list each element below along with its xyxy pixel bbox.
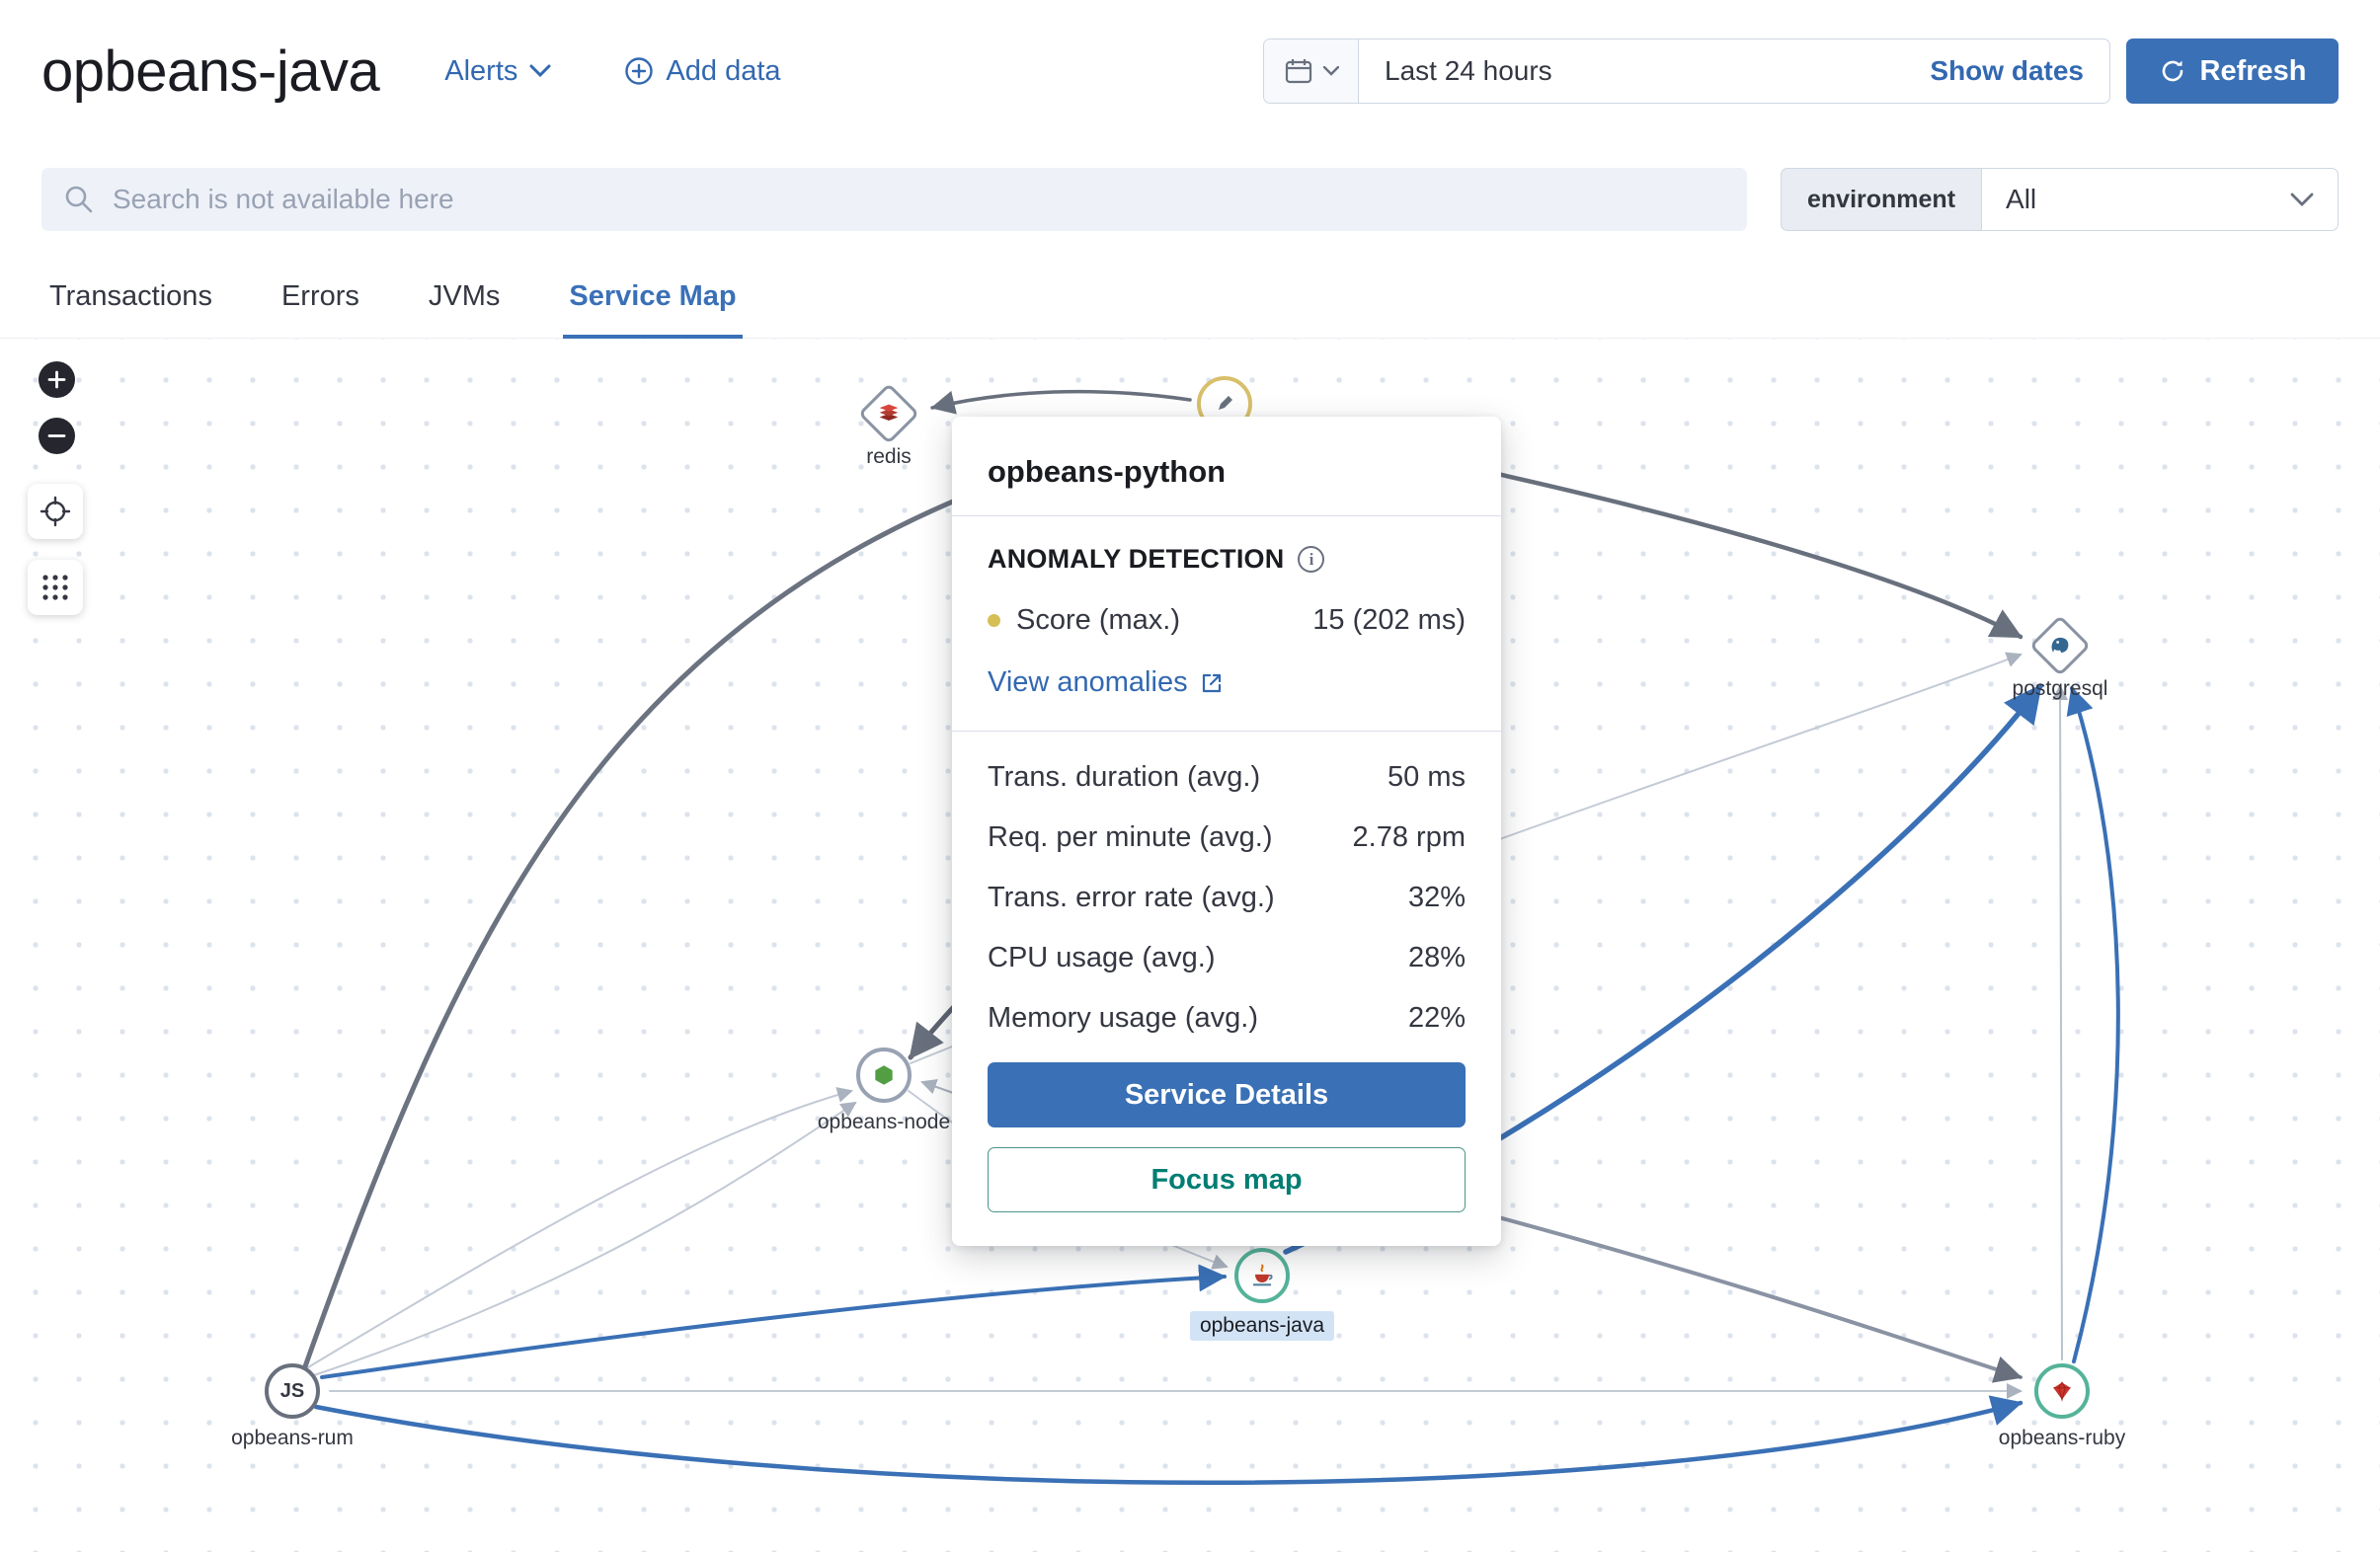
stat-row: Trans. duration (avg.) 50 ms <box>988 761 1466 794</box>
environment-filter: environment All <box>1781 168 2339 231</box>
redis-icon <box>879 404 899 421</box>
time-controls: Last 24 hours Show dates Refresh <box>1263 39 2339 104</box>
layout-reset-button[interactable] <box>28 560 83 615</box>
postgresql-icon <box>2051 637 2069 653</box>
environment-filter-label: environment <box>1781 168 1982 231</box>
view-anomalies-label: View anomalies <box>988 666 1188 698</box>
top-bar: opbeans-java Alerts Add data Last 24 hou… <box>0 0 2380 107</box>
stat-row: Req. per minute (avg.) 2.78 rpm <box>988 821 1466 854</box>
focus-map-button[interactable]: Focus map <box>988 1147 1466 1212</box>
view-anomalies-link[interactable]: View anomalies <box>988 666 1466 699</box>
python-service-icon <box>1219 396 1232 410</box>
score-value: 15 (202 ms) <box>1312 604 1466 636</box>
java-icon <box>1252 1264 1273 1286</box>
date-picker: Last 24 hours Show dates <box>1263 39 2110 104</box>
dependency-node-redis[interactable]: redis <box>857 382 920 468</box>
center-map-button[interactable] <box>28 484 83 539</box>
node-label: opbeans-java <box>1189 1311 1335 1341</box>
crosshair-icon <box>40 496 71 527</box>
anomaly-section-title: ANOMALY DETECTION <box>988 544 1285 574</box>
stat-label: Req. per minute (avg.) <box>988 821 1273 853</box>
environment-selected-value: All <box>2006 184 2037 214</box>
add-data-link[interactable]: Add data <box>624 54 781 88</box>
info-icon[interactable]: i <box>1298 546 1325 573</box>
score-label: Score (max.) <box>1016 604 1180 636</box>
node-label: opbeans-rum <box>231 1427 354 1449</box>
stat-value: 22% <box>1407 1002 1466 1034</box>
service-node-opbeans-java[interactable]: opbeans-java <box>1189 1248 1335 1341</box>
anomaly-severity-dot <box>988 614 1000 627</box>
tab-service-map[interactable]: Service Map <box>563 271 743 339</box>
service-popover: opbeans-python ANOMALY DETECTION i Score… <box>952 417 1501 1246</box>
service-details-button[interactable]: Service Details <box>988 1062 1466 1127</box>
ruby-icon <box>2053 1381 2071 1402</box>
add-data-label: Add data <box>666 54 781 87</box>
plus-icon <box>47 370 66 389</box>
chevron-down-icon <box>529 64 551 78</box>
javascript-icon: JS <box>279 1379 305 1402</box>
dependency-node-postgresql[interactable]: postgresql <box>2013 614 2107 700</box>
time-range-value[interactable]: Last 24 hours <box>1385 55 1552 86</box>
node-label: postgresql <box>2012 677 2108 700</box>
stat-row: CPU usage (avg.) 28% <box>988 942 1466 974</box>
refresh-label: Refresh <box>2199 54 2307 87</box>
node-label: opbeans-ruby <box>1998 1427 2126 1449</box>
date-quick-select[interactable] <box>1264 39 1359 103</box>
stat-label: Memory usage (avg.) <box>988 1002 1258 1034</box>
show-dates-link[interactable]: Show dates <box>1930 55 2084 86</box>
chevron-down-icon <box>1322 66 1339 76</box>
stat-value: 50 ms <box>1388 761 1466 793</box>
service-node-opbeans-node[interactable]: opbeans-node <box>818 1048 950 1133</box>
circle-plus-icon <box>625 57 654 85</box>
calendar-icon <box>1285 59 1311 84</box>
refresh-icon <box>2162 60 2182 82</box>
stat-value: 2.78 rpm <box>1352 821 1466 853</box>
nodejs-icon <box>875 1065 893 1085</box>
alerts-label: Alerts <box>444 54 518 87</box>
stat-value: 28% <box>1407 942 1466 973</box>
zoom-in-button[interactable] <box>39 361 75 398</box>
stat-row: Memory usage (avg.) 22% <box>988 1002 1466 1035</box>
search-input[interactable] <box>113 184 1725 215</box>
stat-label: Trans. error rate (avg.) <box>988 882 1275 913</box>
search-box[interactable] <box>41 168 1747 231</box>
divider <box>952 731 1501 732</box>
refresh-button[interactable]: Refresh <box>2126 39 2339 104</box>
stat-label: Trans. duration (avg.) <box>988 761 1261 793</box>
stat-value: 32% <box>1407 882 1466 913</box>
tab-bar: Transactions Errors JVMs Service Map <box>0 271 2380 339</box>
dot-grid-icon <box>42 575 68 600</box>
stat-label: CPU usage (avg.) <box>988 942 1216 973</box>
tab-jvms[interactable]: JVMs <box>428 280 501 312</box>
service-node-opbeans-rum[interactable]: JS opbeans-rum <box>231 1363 354 1449</box>
minus-icon <box>47 434 66 437</box>
search-row: environment All <box>0 168 2380 231</box>
environment-select[interactable]: All <box>1981 168 2339 231</box>
page-title: opbeans-java <box>41 39 380 104</box>
service-map-canvas[interactable]: redis postgresql opbeans-node <box>0 339 2380 1552</box>
search-icon <box>65 186 93 213</box>
zoom-out-button[interactable] <box>39 418 75 454</box>
service-stats: Trans. duration (avg.) 50 ms Req. per mi… <box>988 761 1466 1035</box>
service-node-opbeans-ruby[interactable]: opbeans-ruby <box>1999 1363 2125 1449</box>
chevron-down-icon <box>2290 193 2314 206</box>
tab-errors[interactable]: Errors <box>280 280 359 312</box>
divider <box>952 515 1501 516</box>
alerts-menu[interactable]: Alerts <box>444 55 551 88</box>
external-link-icon <box>1202 673 1221 692</box>
stat-row: Trans. error rate (avg.) 32% <box>988 882 1466 914</box>
tab-transactions[interactable]: Transactions <box>49 280 212 312</box>
popover-title: opbeans-python <box>988 454 1227 489</box>
